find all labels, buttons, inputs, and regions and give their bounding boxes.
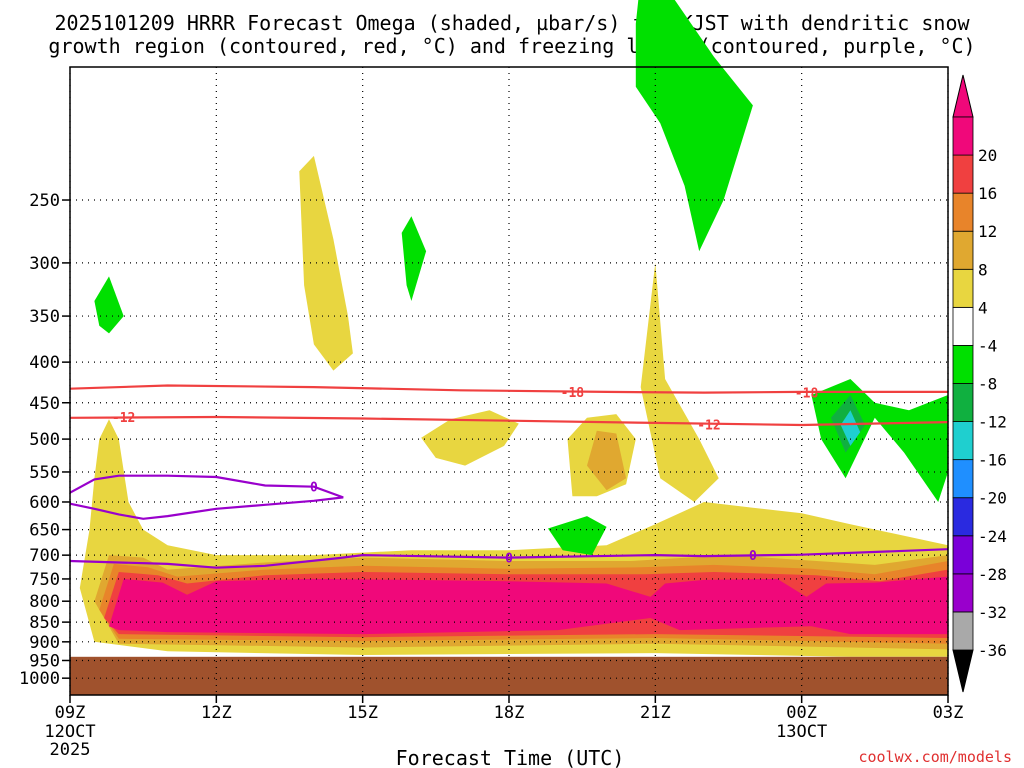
omega-region-8-6 [587, 430, 627, 491]
y-tick-label-850: 850 [29, 613, 60, 633]
y-tick-label-400: 400 [29, 353, 60, 373]
contour-label-dgz-minus18-0: -18 [561, 386, 585, 401]
y-tick-label-900: 900 [29, 633, 60, 653]
contour-dgz-minus18 [69, 384, 948, 394]
omega-region--4-11 [401, 216, 427, 301]
colorbar-label--8: -8 [978, 375, 997, 394]
x-tick-label-21Z: 21Z [640, 703, 671, 723]
y-tick-label-700: 700 [29, 546, 60, 566]
x-tick-label-00Z: 00Z [786, 703, 817, 723]
contour-label-freezing-level-lower-1: 0 [749, 549, 757, 564]
x-date-label-13OCT: 13OCT [776, 722, 827, 742]
contours: -18 -18 -12 -12 0 0 0 [69, 384, 949, 569]
y-tick-label-800: 800 [29, 592, 60, 612]
colorbar-swatch--16 [952, 421, 974, 461]
colorbar-label-4: 4 [978, 298, 988, 317]
colorbar-label-16: 16 [978, 184, 997, 203]
chart-title-line2: growth region (contoured, red, °C) and f… [48, 34, 975, 58]
colorbar-label--28: -28 [978, 565, 1007, 584]
y-tick-label-250: 250 [29, 191, 60, 211]
y-tick-label-750: 750 [29, 570, 60, 590]
omega-region--12-16 [840, 410, 861, 446]
omega-region--4-13 [548, 516, 607, 556]
contour-label-dgz-minus12-1: -12 [697, 418, 720, 433]
grid-lines [69, 67, 949, 695]
colorbar-label--36: -36 [978, 641, 1007, 660]
contour-label-freezing-level-lower-0: 0 [505, 552, 513, 567]
colorbar-swatch--4 [952, 306, 974, 346]
credit-text: coolwx.com/models [858, 748, 1012, 766]
colorbar-label-20: 20 [978, 146, 997, 165]
colorbar-swatch--24 [952, 497, 974, 537]
colorbar-swatch--12 [952, 383, 974, 422]
contour-freezing-level-lower [69, 548, 949, 569]
x-axis-label: Forecast Time (UTC) [396, 746, 625, 768]
x-year-label-2025: 2025 [50, 740, 91, 760]
y-tick-label-950: 950 [29, 651, 60, 671]
colorbar-swatch-12 [952, 192, 974, 232]
colorbar-label--4: -4 [978, 336, 997, 355]
surface-ground [70, 656, 948, 695]
x-tick-label-03Z: 03Z [933, 703, 964, 723]
contour-label-dgz-minus18-1: -18 [795, 387, 819, 402]
y-tick-label-500: 500 [29, 430, 60, 450]
omega-region-4-2 [421, 410, 519, 466]
chart-title-line1: 2025101209 HRRR Forecast Omega (shaded, … [54, 11, 970, 35]
contour-label-freezing-level-upper-0: 0 [310, 481, 318, 496]
colorbar-swatch-8 [952, 230, 974, 270]
colorbar-swatch--8 [952, 345, 974, 384]
contour-freezing-level-upper [69, 474, 344, 520]
omega-region-4-1 [299, 155, 353, 371]
colorbar-label-8: 8 [978, 260, 988, 279]
colorbar-swatch-4 [952, 268, 974, 308]
colorbar: -36 -32 -28 -24 -20 -16 -12 -8 -4 4 8 12 16 20 [952, 74, 1007, 693]
y-tick-label-300: 300 [29, 254, 60, 274]
y-tick-label-550: 550 [29, 463, 60, 483]
y-tick-label-1000: 1000 [19, 669, 60, 689]
omega-region--4-10 [94, 276, 124, 334]
x-tick-label-09Z: 09Z [55, 703, 86, 723]
y-tick-label-450: 450 [29, 394, 60, 414]
colorbar-high-arrow [952, 74, 974, 118]
colorbar-swatch--20 [952, 459, 974, 499]
omega-region-20-9 [109, 576, 948, 635]
colorbar-label--12: -12 [978, 413, 1007, 432]
omega-region-4-4 [640, 262, 719, 502]
colorbar-swatch--36 [952, 611, 974, 651]
colorbar-label--32: -32 [978, 603, 1007, 622]
colorbar-label--16: -16 [978, 451, 1007, 470]
colorbar-swatch--32 [952, 573, 974, 613]
contour-label-dgz-minus12-0: -12 [112, 411, 135, 426]
colorbar-swatch-16 [952, 154, 974, 194]
colorbar-low-arrow [952, 649, 974, 693]
y-tick-label-650: 650 [29, 521, 60, 541]
contour-dgz-minus12 [69, 415, 949, 427]
omega-region--4-12 [635, 0, 753, 252]
omega-shading [79, 0, 949, 657]
x-tick-label-15Z: 15Z [347, 703, 378, 723]
x-tick-label-18Z: 18Z [494, 703, 525, 723]
colorbar-label--24: -24 [978, 527, 1007, 546]
x-date-label-12OCT: 12OCT [44, 722, 95, 742]
y-tick-label-600: 600 [29, 493, 60, 513]
y-axis: 2503003504004505005506006507007508008509… [19, 191, 70, 689]
colorbar-label--20: -20 [978, 489, 1007, 508]
x-tick-label-12Z: 12Z [201, 703, 232, 723]
y-tick-label-350: 350 [29, 307, 60, 327]
colorbar-swatch--28 [952, 535, 974, 575]
colorbar-label-12: 12 [978, 222, 997, 241]
colorbar-swatch-20 [952, 116, 974, 156]
